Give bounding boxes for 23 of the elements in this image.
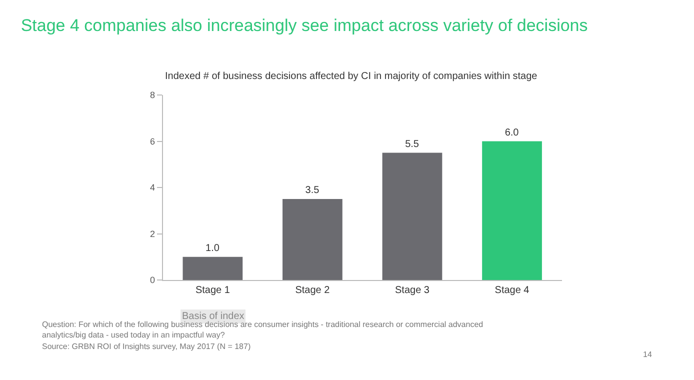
data-label: 6.0 <box>504 127 520 138</box>
x-tick-label: Stage 1 <box>195 285 230 296</box>
y-tick-label: 4 <box>150 182 155 193</box>
y-tick-label: 0 <box>150 275 155 286</box>
data-label: 5.5 <box>405 138 420 150</box>
chart-subtitle: Indexed # of business decisions affected by CI in majority of companies within stage <box>165 71 538 82</box>
bar <box>182 256 243 280</box>
data-label: 1.0 <box>206 242 220 254</box>
y-tick-label: 8 <box>150 90 155 100</box>
y-tick-label: 2 <box>150 228 155 239</box>
y-tick-label: 6 <box>150 136 155 146</box>
source-note: Source: GRBN ROI of Insights survey, May 2017 (N = 187) <box>42 342 251 351</box>
text: Basis of index <box>182 311 244 322</box>
chart-title: Stage 4 companies also increasingly see impact across variety of decisions <box>20 16 588 35</box>
x-tick-label: Stage 2 <box>295 285 330 296</box>
data-label: 3.5 <box>305 185 320 196</box>
x-tick-label: Stage 4 <box>494 285 530 296</box>
bar <box>282 199 342 280</box>
text: Question: For which of the following business decisions are consumer insights - traditional research or commercial advanced analytics/big data - used today in an impactful way? <box>42 320 484 340</box>
text: 14 <box>643 350 652 359</box>
bar <box>482 141 542 280</box>
bar <box>382 152 442 280</box>
x-tick-label: Stage 3 <box>395 285 430 296</box>
